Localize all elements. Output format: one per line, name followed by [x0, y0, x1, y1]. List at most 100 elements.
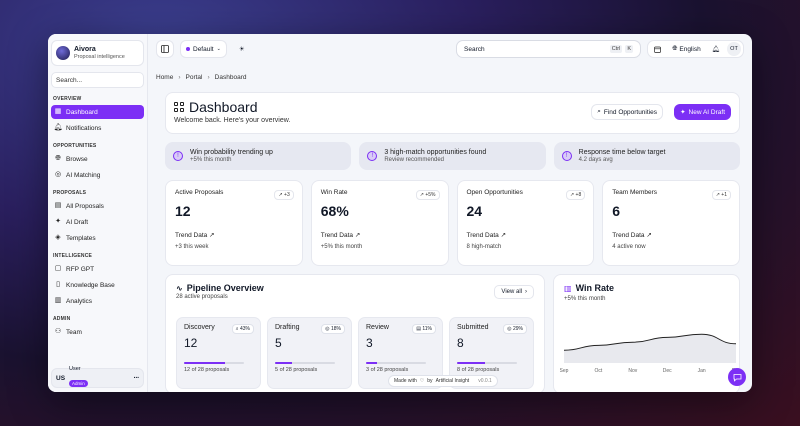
sparkle-icon: ✦	[680, 109, 686, 116]
globe-icon: 🌐︎	[55, 155, 61, 162]
new-ai-draft-button[interactable]: ✦ New AI Draft	[674, 104, 731, 120]
alert-subtitle: 4.2 days avg	[578, 156, 613, 163]
stage-footnote: 12 of 28 proposals	[184, 367, 230, 373]
stat-card[interactable]: Open Opportunities ↗ +8 24 Trend Data ↗ …	[456, 180, 595, 266]
stage-progress-bar	[275, 362, 335, 364]
insight-icon: !	[367, 151, 378, 161]
theme-toggle-sun-icon[interactable]: ☀	[238, 46, 245, 53]
sidebar-item-notifications[interactable]: 🔔︎ Notifications	[51, 121, 144, 135]
brand-subtitle: Proposal intelligence	[74, 53, 125, 60]
find-opportunities-button[interactable]: ⌕ Find Opportunities	[591, 104, 663, 120]
sidebar-item-all-proposals[interactable]: ▤ All Proposals	[51, 199, 144, 213]
stage-footnote: 5 of 28 proposals	[275, 367, 318, 373]
trend-up-icon: ↗	[354, 232, 361, 239]
stat-label: Active Proposals	[175, 189, 224, 196]
stage-percent-badge: ◎ 29%	[503, 324, 527, 334]
more-icon[interactable]: ···	[133, 374, 140, 382]
stage-count: 12	[184, 336, 198, 350]
stat-change-badge: ↗ +5%	[415, 190, 440, 200]
pipeline-title: Pipeline Overview	[186, 283, 264, 293]
alert-subtitle: +5% this month	[190, 156, 232, 163]
calendar-icon[interactable]	[650, 42, 665, 56]
alert-title: Response time below target	[578, 148, 666, 156]
content: Dashboard Welcome back. Here's your over…	[165, 92, 740, 392]
stat-trend: Trend Data ↗	[320, 232, 361, 239]
sidebar-item-ai-matching[interactable]: ◎ AI Matching	[51, 168, 144, 182]
sidebar-item-label: RFP GPT	[66, 265, 95, 273]
breadcrumb-portal[interactable]: Portal	[185, 74, 203, 81]
chevron-down-icon: ⌄	[216, 46, 221, 52]
stat-label: Team Members	[612, 189, 658, 196]
sidebar-item-team[interactable]: ⚇ Team	[51, 325, 144, 339]
insight-alert[interactable]: ! Response time below target 4.2 days av…	[553, 142, 740, 170]
trend-up-icon: ↗	[500, 232, 507, 239]
sidebar-section-title: OPPORTUNITIES	[53, 143, 97, 149]
trend-up-icon: ↗	[569, 192, 576, 198]
sidebar-section-title: ADMIN	[53, 316, 71, 322]
chat-fab-button[interactable]	[728, 368, 746, 386]
made-with-badge[interactable]: Made with ♡ by Artificial Insight v0.0.1	[388, 375, 498, 387]
alerts-row: ! Win probability trending up +5% this m…	[165, 142, 740, 170]
pipeline-stage-discovery[interactable]: Discovery ⌕ 43% 12 12 of 28 proposals	[176, 317, 261, 389]
global-search-input[interactable]: Search Ctrl K	[456, 40, 641, 58]
breadcrumb-current: Dashboard	[214, 74, 247, 81]
pipeline-card: ∿ Pipeline Overview 28 active proposals …	[165, 274, 545, 392]
grid-icon	[174, 102, 184, 112]
topbar-actions: 🌐︎ English 🔔︎ OT	[647, 40, 744, 58]
sidebar-item-label: Knowledge Base	[66, 281, 115, 289]
stat-card[interactable]: Win Rate ↗ +5% 68% Trend Data ↗ +5% this…	[310, 180, 449, 266]
sidebar-item-templates[interactable]: ◈ Templates	[51, 231, 144, 245]
sidebar-item-ai-draft[interactable]: ✦ AI Draft	[51, 215, 144, 229]
sidebar-item-analytics[interactable]: ▥ Analytics	[51, 294, 144, 308]
x-tick-label: Sep	[560, 368, 569, 374]
insight-alert[interactable]: ! Win probability trending up +5% this m…	[165, 142, 352, 170]
pipeline-stage-drafting[interactable]: Drafting ◎ 18% 5 5 of 28 proposals	[267, 317, 352, 389]
win-rate-line	[563, 333, 737, 351]
brand-logo-icon	[56, 46, 70, 60]
pipeline-subtitle: 28 active proposals	[176, 294, 228, 300]
notification-bell-icon[interactable]: 🔔︎	[711, 46, 720, 53]
page-header: Dashboard Welcome back. Here's your over…	[165, 92, 740, 134]
user-name: User	[69, 366, 81, 372]
stage-footnote: 3 of 28 proposals	[366, 367, 409, 373]
x-tick-label: Dec	[663, 368, 672, 374]
win-rate-card: ▥ Win Rate +5% this month Sep Oct Nov Dec Ja…	[553, 274, 740, 392]
stat-change-badge: ↗ +1	[711, 190, 731, 200]
x-tick-label: Oct	[595, 368, 603, 374]
user-menu[interactable]: US User Admin ···	[51, 366, 144, 388]
chat-icon: ▢	[54, 265, 62, 272]
stat-value: 24	[466, 203, 483, 219]
sidebar-item-label: AI Draft	[66, 218, 89, 226]
trend-up-icon: ↗	[419, 192, 426, 198]
sidebar-toggle-icon[interactable]	[156, 40, 174, 58]
language-select[interactable]: 🌐︎ English	[668, 42, 705, 56]
win-rate-subtitle: +5% this month	[564, 296, 606, 302]
stage-progress-bar	[457, 362, 517, 364]
x-tick-label: Jan	[698, 368, 706, 374]
view-all-button[interactable]: View all ›	[494, 285, 534, 299]
stage-icon: ◎	[507, 326, 513, 332]
globe-icon: 🌐︎	[672, 45, 678, 52]
stat-card[interactable]: Active Proposals ↗ +3 12 Trend Data ↗ +3…	[165, 180, 303, 266]
chevron-right-icon: ›	[525, 289, 527, 295]
language-label: English	[679, 45, 701, 53]
avatar[interactable]: OT	[727, 42, 741, 56]
brand[interactable]: Aivora Proposal intelligence	[51, 40, 144, 66]
sidebar-item-browse[interactable]: 🌐︎ Browse	[51, 152, 144, 166]
stat-change-badge: ↗ +3	[274, 190, 294, 200]
sidebar-item-dashboard[interactable]: ▦ Dashboard	[51, 105, 144, 119]
search-label: Search	[464, 45, 485, 53]
stat-card[interactable]: Team Members ↗ +1 6 Trend Data ↗ 4 activ…	[602, 180, 740, 266]
alert-title: 3 high-match opportunities found	[384, 148, 487, 156]
sidebar-search-input[interactable]: Search...	[51, 72, 144, 88]
sidebar-item-rfp-gpt[interactable]: ▢ RFP GPT	[51, 262, 144, 276]
breadcrumb-home[interactable]: Home	[156, 74, 174, 81]
sidebar-item-label: Templates	[66, 234, 96, 242]
sidebar-item-knowledge-base[interactable]: ▯ Knowledge Base	[51, 278, 144, 292]
insight-alert[interactable]: ! 3 high-match opportunities found Revie…	[359, 142, 546, 170]
main-area: Default ⌄ ☀ Search Ctrl K 🌐︎ English 🔔︎ O…	[148, 34, 752, 392]
bar-chart-icon: ▥	[564, 283, 572, 293]
author-name: Artificial Insight	[435, 378, 470, 384]
win-rate-chart: SepOctNovDecJanFeb	[560, 333, 740, 374]
workspace-select[interactable]: Default ⌄	[180, 40, 227, 58]
